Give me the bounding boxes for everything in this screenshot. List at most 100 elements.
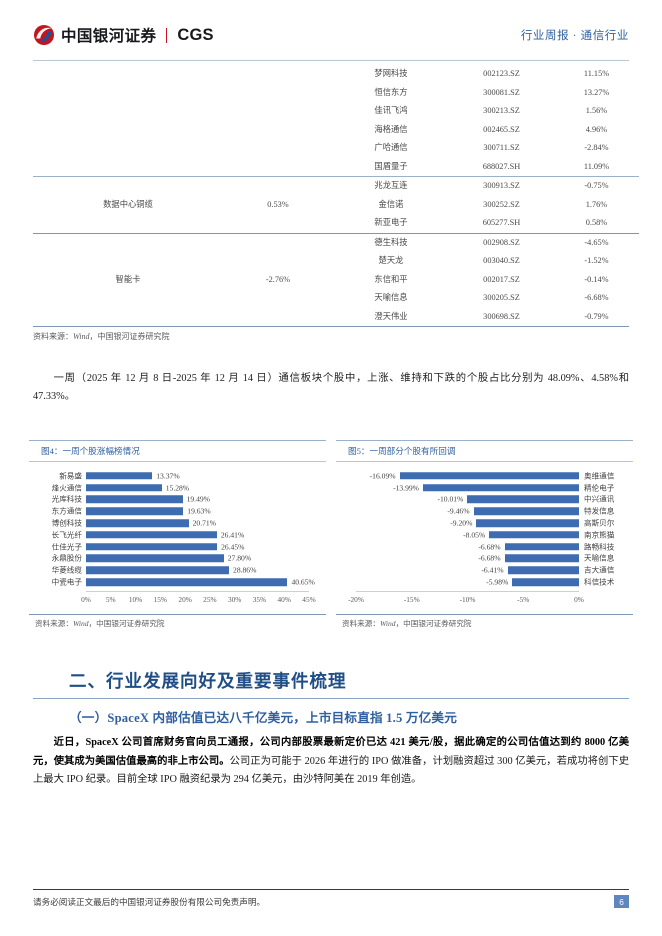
figure-5-plot: 奥维通信 -16.09% 精伦电子 -13.99% 中兴通讯 -10.01% 特发信息 -9.…	[336, 461, 633, 614]
figure-4: 图4：一周个股涨幅榜情况 新易盛 13.37% 烽火通信 15.28% 光库科技 19.4…	[29, 440, 326, 629]
table-cell-stock-name: 金信诺	[378, 199, 404, 209]
chart-category-label: 南京熊猫	[584, 530, 615, 540]
chart-bar-row: 特发信息 -9.46%	[336, 505, 633, 517]
chart-bar-row: 南京熊猫 -8.05%	[336, 529, 633, 541]
chart-value-label: -5.98%	[486, 577, 509, 587]
chart-bar-row: 光库科技 19.49%	[29, 494, 326, 506]
chart-x-tick-label: 0%	[81, 595, 91, 604]
chart-bar-row: 烽火通信 15.28%	[29, 482, 326, 494]
table-row: 澄天伟业 300698.SZ -0.79%	[33, 308, 639, 327]
section-body-lead: 近日，SpaceX 公司首席财务官向员工通报，公司内部股票最新定价已达 421 …	[33, 737, 629, 767]
chart-value-label: -6.41%	[481, 565, 504, 575]
table-source-italic: Wind	[73, 332, 90, 342]
chart-x-tick-label: 5%	[105, 595, 116, 604]
page-header: 中国银河证券 CGS 行业周报 · 通信行业	[0, 0, 662, 62]
table-row: 金信诺 300252.SZ 1.76%	[33, 196, 639, 215]
chart-category-label: 仕佳光子	[51, 542, 82, 552]
table-source-suffix: ，中国银河证券研究院	[89, 332, 170, 342]
chart-bar	[507, 566, 579, 575]
table-row: 佳讯飞鸿 300213.SZ 1.56%	[33, 102, 639, 121]
table-cell-group: 智能卡	[33, 232, 223, 326]
chart-bar	[489, 531, 579, 539]
table-cell-stock-code: 003040.SZ	[483, 256, 520, 265]
table-cell-stock-code: 300711.SZ	[483, 143, 520, 152]
chart-bar	[86, 554, 224, 563]
chart-bar	[86, 531, 217, 539]
chart-bar	[86, 578, 288, 586]
brand-logo: 中国银河证券 CGS	[33, 24, 214, 46]
table-cell-stock-code: 300913.SZ	[449, 176, 554, 196]
chart-category-label: 精伦电子	[584, 483, 615, 493]
figure-5-title: 图5：一周部分个股有所回调	[336, 440, 633, 461]
chart-category-label: 永鼎股份	[51, 553, 82, 563]
table-cell-stock-name: 新亚电子	[374, 218, 408, 227]
table-cell-stock-code: 300213.SZ	[483, 106, 520, 115]
table-cell-stock-name: 海格通信	[374, 124, 408, 134]
figures-row: 图4：一周个股涨幅榜情况 新易盛 13.37% 烽火通信 15.28% 光库科技 19.4…	[29, 440, 633, 629]
chart-value-label: 19.49%	[186, 494, 210, 504]
chart-bar-row: 长飞光纤 26.41%	[29, 529, 326, 541]
chart-category-label: 中兴通讯	[584, 494, 615, 504]
section-heading-2: （一）SpaceX 内部估值已达八千亿美元，上市目标直指 1.5 万亿美元	[69, 711, 458, 726]
chart-category-label: 新易盛	[59, 471, 82, 481]
chart-bar-row: 吉大通信 -6.41%	[336, 564, 633, 576]
weekly-summary-paragraph: 一周（2025 年 12 月 8 日-2025 年 12 月 14 日）通信板块…	[33, 370, 629, 406]
table-row: 东信和平 002017.SZ -0.14%	[33, 271, 639, 290]
chart-value-label: 28.86%	[233, 565, 257, 575]
section-heading-1: 二、行业发展向好及重要事件梳理	[69, 671, 347, 691]
table-cell-stock-code: 300698.SZ	[483, 311, 520, 321]
table-cell-group	[33, 65, 223, 177]
table-cell-group-change	[223, 65, 333, 177]
table-cell-group: 数据中心铜缆	[33, 176, 223, 233]
chart-value-label: -9.20%	[450, 518, 473, 528]
table-cell-stock-code: 605277.SH	[482, 218, 521, 227]
chart-bar-row: 永鼎股份 27.80%	[29, 553, 326, 565]
chart-value-label: 15.28%	[165, 483, 190, 493]
chart-value-label: 40.65%	[291, 577, 315, 587]
chart-x-tick-label: 20%	[178, 595, 192, 604]
table-cell-stock-code: 300252.SZ	[483, 199, 520, 209]
chart-bar-row: 华菱线缆 28.86%	[29, 564, 326, 576]
chart-bar-row: 奥维通信 -16.09%	[336, 470, 633, 482]
section-body-rest: 公司正为可能于 2026 年进行的 IPO 做准备，计划融资超过 300 亿美元…	[33, 755, 630, 786]
chart-bar-row: 新易盛 13.37%	[29, 470, 326, 482]
chart-x-axis-line	[356, 591, 579, 592]
table-source-note: 资料来源：Wind，中国银河证券研究院	[33, 331, 629, 342]
figure-5-source-suffix: ，中国银河证券研究院	[395, 619, 472, 628]
table-cell-stock-name: 楚天龙	[378, 256, 404, 265]
chart-bar-row: 科信技术 -5.98%	[336, 576, 633, 588]
chart-value-label: 13.37%	[156, 471, 180, 481]
table-cell-stock-code: 300205.SZ	[483, 293, 520, 302]
table-cell-stock-name: 广哈通信	[374, 143, 408, 152]
section-block: 二、行业发展向好及重要事件梳理 （一）SpaceX 内部估值已达八千亿美元，上市…	[33, 668, 629, 790]
chart-x-tick-label: 10%	[128, 595, 143, 604]
page-footer: 请务必阅读正文最后的中国银河证券股份有限公司免责声明。 6	[33, 888, 629, 908]
chart-x-tick-label: -15%	[403, 595, 420, 604]
chart-bar	[476, 519, 579, 527]
chart-bar	[423, 483, 579, 492]
footer-divider	[33, 888, 629, 890]
chart-category-label: 路畅科技	[584, 542, 615, 552]
chart-category-label: 长飞光纤	[51, 530, 82, 540]
chart-bar	[86, 566, 230, 575]
table-row: 天喻信息 300205.SZ -6.68%	[33, 289, 639, 308]
weekly-summary-text: 一周（2025 年 12 月 8 日-2025 年 12 月 14 日）通信板块…	[33, 373, 629, 402]
section-heading-rule	[33, 698, 629, 700]
chart-bar-row: 东方通信 19.63%	[29, 505, 326, 517]
chart-bar	[399, 472, 579, 480]
chart-bar-row: 精伦电子 -13.99%	[336, 482, 633, 494]
report-category-label: 行业周报 · 通信行业	[520, 30, 629, 42]
chart-category-label: 奥维通信	[584, 471, 615, 481]
table-cell-stock-change: -0.75%	[554, 176, 639, 196]
chart-bar	[86, 519, 189, 527]
chart-value-label: -13.99%	[393, 483, 420, 493]
header-divider	[33, 60, 629, 61]
table-cell-stock-name: 澄天伟业	[374, 311, 408, 321]
table-cell-stock-name: 佳讯飞鸿	[374, 106, 408, 115]
stock-table: 梦网科技 002123.SZ 11.15% 恒信东方 300081.SZ 13.27% 佳讯…	[33, 65, 639, 326]
table-cell-stock-change: 4.96%	[585, 124, 608, 134]
chart-bar	[504, 542, 579, 551]
chart-bar	[86, 507, 184, 516]
table-cell-group-change: -2.76%	[223, 232, 333, 326]
chart-bar	[86, 472, 153, 480]
